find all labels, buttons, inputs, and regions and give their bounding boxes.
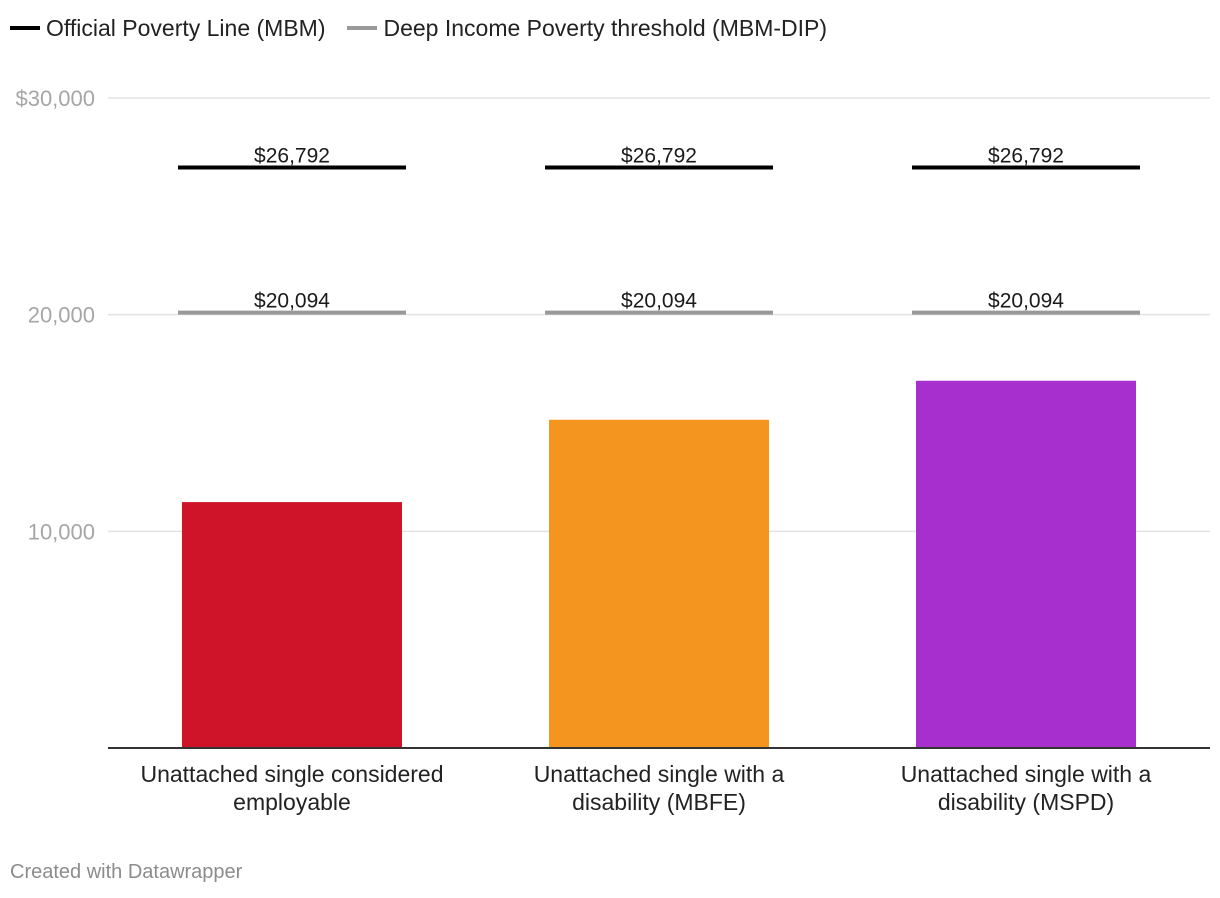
x-tick-label: disability (MBFE) (572, 789, 746, 815)
reference-line-label: $26,792 (988, 145, 1064, 168)
x-tick-label: employable (233, 789, 351, 815)
x-tick-label: Unattached single with a (534, 761, 785, 787)
x-tick-label: disability (MSPD) (938, 789, 1114, 815)
x-tick-label: Unattached single considered (140, 761, 443, 787)
y-tick-label: 20,000 (28, 303, 95, 328)
reference-line-label: $20,094 (254, 290, 330, 313)
bar (549, 419, 769, 748)
y-tick-label: 10,000 (28, 519, 95, 544)
reference-line-label: $26,792 (621, 145, 697, 168)
reference-line-label: $26,792 (254, 145, 330, 168)
legend-item-mbm-dip[interactable]: Deep Income Poverty threshold (MBM-DIP) (347, 15, 827, 42)
legend-label-mbm: Official Poverty Line (MBM) (46, 14, 326, 41)
legend-label-mbm-dip: Deep Income Poverty threshold (MBM-DIP) (383, 14, 828, 41)
footer-credit: Created with Datawrapper (10, 861, 243, 883)
y-tick-label: $30,000 (15, 86, 95, 111)
legend-item-mbm[interactable]: Official Poverty Line (MBM) (10, 15, 325, 42)
bar (916, 380, 1136, 748)
x-tick-label: Unattached single with a (901, 761, 1152, 787)
bar (182, 502, 402, 748)
legend-swatch-mbm-dip (347, 26, 378, 30)
legend: Official Poverty Line (MBM) Deep Income … (10, 12, 849, 44)
legend-swatch-mbm (10, 26, 40, 30)
reference-line-label: $20,094 (988, 290, 1064, 313)
reference-line-label: $20,094 (621, 290, 697, 313)
